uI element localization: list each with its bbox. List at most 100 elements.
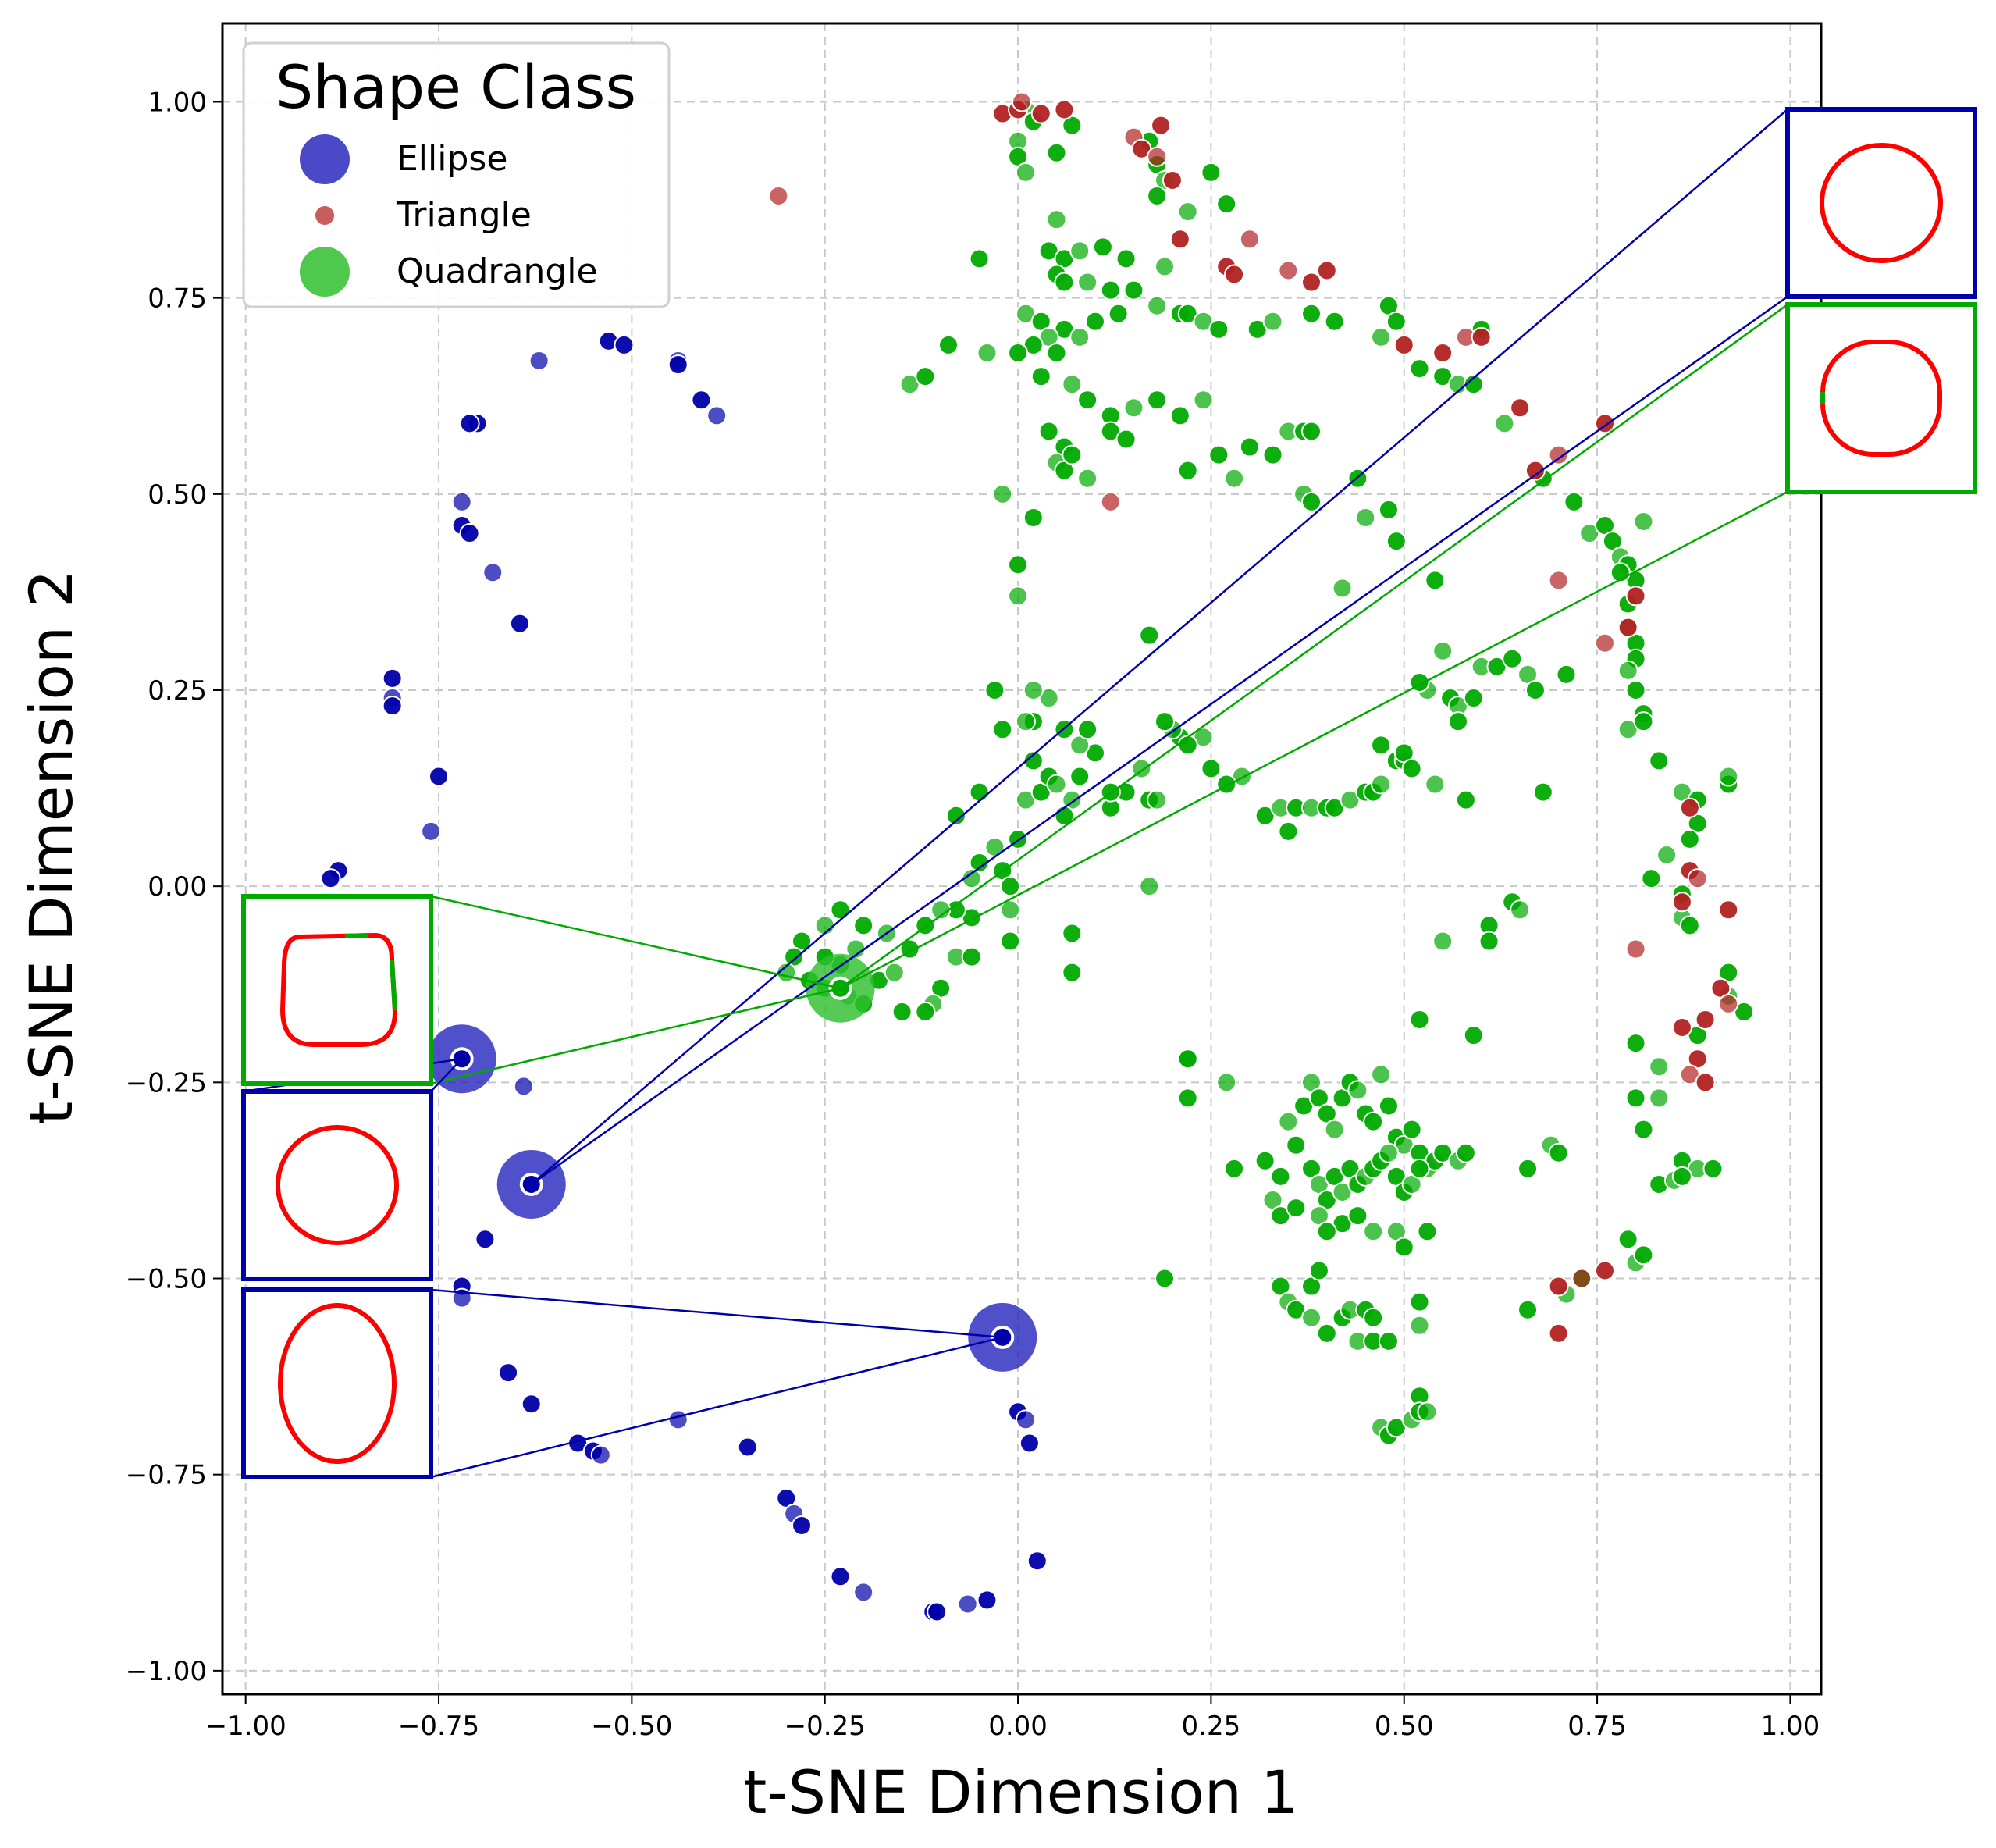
point-triangle — [1393, 334, 1414, 355]
point-triangle — [1718, 899, 1739, 920]
callout-line — [839, 303, 1788, 989]
point-quadrangle — [1332, 578, 1353, 599]
x-tick-label: 0.00 — [988, 1711, 1048, 1742]
inset-frame — [1785, 302, 1977, 494]
inset-box — [241, 1089, 433, 1281]
point-quadrangle — [1417, 1221, 1438, 1242]
point-quadrangle — [1008, 586, 1029, 607]
point-triangle — [1525, 460, 1546, 481]
point-quadrangle — [1455, 1142, 1476, 1163]
point-quadrangle — [1062, 923, 1083, 944]
point-quadrangle — [1463, 688, 1484, 709]
point-quadrangle — [1262, 444, 1283, 465]
point-quadrangle — [1008, 342, 1029, 363]
point-ellipse — [830, 1566, 851, 1587]
point-quadrangle — [1270, 1166, 1291, 1187]
point-quadrangle — [1617, 660, 1638, 681]
point-triangle — [1548, 444, 1569, 465]
point-quadrangle — [1216, 774, 1237, 795]
point-ellipse — [706, 405, 728, 426]
point-quadrangle — [1193, 390, 1214, 411]
callout-line — [430, 987, 841, 1085]
x-axis-label: t-SNE Dimension 1 — [744, 1757, 1299, 1827]
y-tick-label: −0.75 — [126, 1460, 207, 1491]
point-quadrangle — [1532, 782, 1553, 803]
point-quadrangle — [1386, 531, 1407, 552]
shape-insets — [241, 107, 1977, 1479]
point-quadrangle — [1224, 1158, 1245, 1179]
callout-line — [430, 1058, 463, 1092]
point-quadrangle — [1139, 876, 1160, 897]
point-quadrangle — [1069, 766, 1091, 787]
point-quadrangle — [969, 782, 990, 803]
y-tick-label: 0.00 — [148, 871, 207, 903]
point-quadrangle — [1363, 1307, 1384, 1328]
point-quadrangle — [884, 962, 905, 983]
point-triangle — [1224, 264, 1245, 285]
point-quadrangle — [1525, 679, 1546, 700]
point-triangle — [1679, 797, 1700, 818]
point-quadrangle — [1077, 719, 1098, 740]
inset-ellipse-shape — [278, 1303, 397, 1464]
point-ellipse — [590, 1444, 611, 1465]
x-tick-label: 0.50 — [1375, 1711, 1434, 1742]
point-quadrangle — [1363, 1111, 1384, 1132]
point-ellipse — [977, 1590, 998, 1611]
point-quadrangle — [1401, 758, 1422, 779]
inset-edge-segment — [390, 960, 397, 1011]
point-quadrangle — [1417, 1401, 1438, 1422]
inset-box — [1785, 302, 1977, 494]
point-quadrangle — [1324, 311, 1345, 332]
point-triangle — [1012, 91, 1032, 112]
point-quadrangle — [992, 719, 1013, 740]
point-triangle — [1030, 103, 1051, 124]
point-quadrangle — [1425, 774, 1446, 795]
point-ellipse — [792, 1515, 813, 1536]
point-triangle — [1548, 570, 1569, 591]
point-quadrangle — [1023, 750, 1044, 771]
point-quadrangle — [1625, 1088, 1646, 1109]
point-quadrangle — [1656, 844, 1678, 865]
point-triangle — [1278, 260, 1299, 281]
point-triangle — [1147, 146, 1168, 167]
point-quadrangle — [1649, 1056, 1670, 1077]
point-quadrangle — [1633, 711, 1654, 732]
point-quadrangle — [1092, 237, 1113, 258]
point-quadrangle — [984, 679, 1005, 700]
point-quadrangle — [1718, 766, 1739, 787]
inset-circle-shape — [1820, 143, 1943, 263]
point-triangle — [1054, 99, 1075, 120]
point-quadrangle — [1115, 429, 1137, 450]
callout-line — [430, 1336, 1003, 1479]
callout-line — [430, 1288, 1003, 1339]
point-quadrangle — [1123, 280, 1144, 301]
point-ellipse — [509, 613, 530, 634]
point-quadrangle — [1046, 142, 1067, 163]
point-quadrangle — [1502, 648, 1523, 669]
tick-labels: −1.00 −0.75 −0.50 −0.25 0.00 0.25 0.50 0.75 1.00… — [126, 87, 1820, 1742]
point-quadrangle — [1409, 358, 1430, 379]
point-quadrangle — [1046, 774, 1067, 795]
point-quadrangle — [1633, 511, 1654, 532]
y-tick-label: 1.00 — [148, 87, 207, 118]
point-ellipse — [498, 1362, 519, 1383]
point-quadrangle — [1030, 366, 1051, 387]
point-quadrangle — [1015, 711, 1036, 732]
point-triangle — [1239, 229, 1260, 250]
point-ellipse — [429, 766, 450, 787]
point-quadrangle — [1556, 664, 1577, 685]
inset-box — [241, 894, 433, 1086]
point-quadrangle — [1147, 295, 1168, 316]
point-quadrangle — [830, 899, 851, 920]
inset-frame — [241, 1287, 433, 1479]
point-quadrangle — [938, 334, 959, 355]
inset-box — [241, 1287, 433, 1479]
point-quadrangle — [915, 1001, 936, 1022]
point-quadrangle — [992, 483, 1013, 504]
point-quadrangle — [1147, 390, 1168, 411]
point-ellipse — [382, 696, 403, 717]
point-quadrangle — [1155, 256, 1176, 277]
point-quadrangle — [1000, 876, 1021, 897]
y-tick-label: 0.75 — [148, 283, 207, 315]
point-quadrangle — [1301, 491, 1322, 512]
